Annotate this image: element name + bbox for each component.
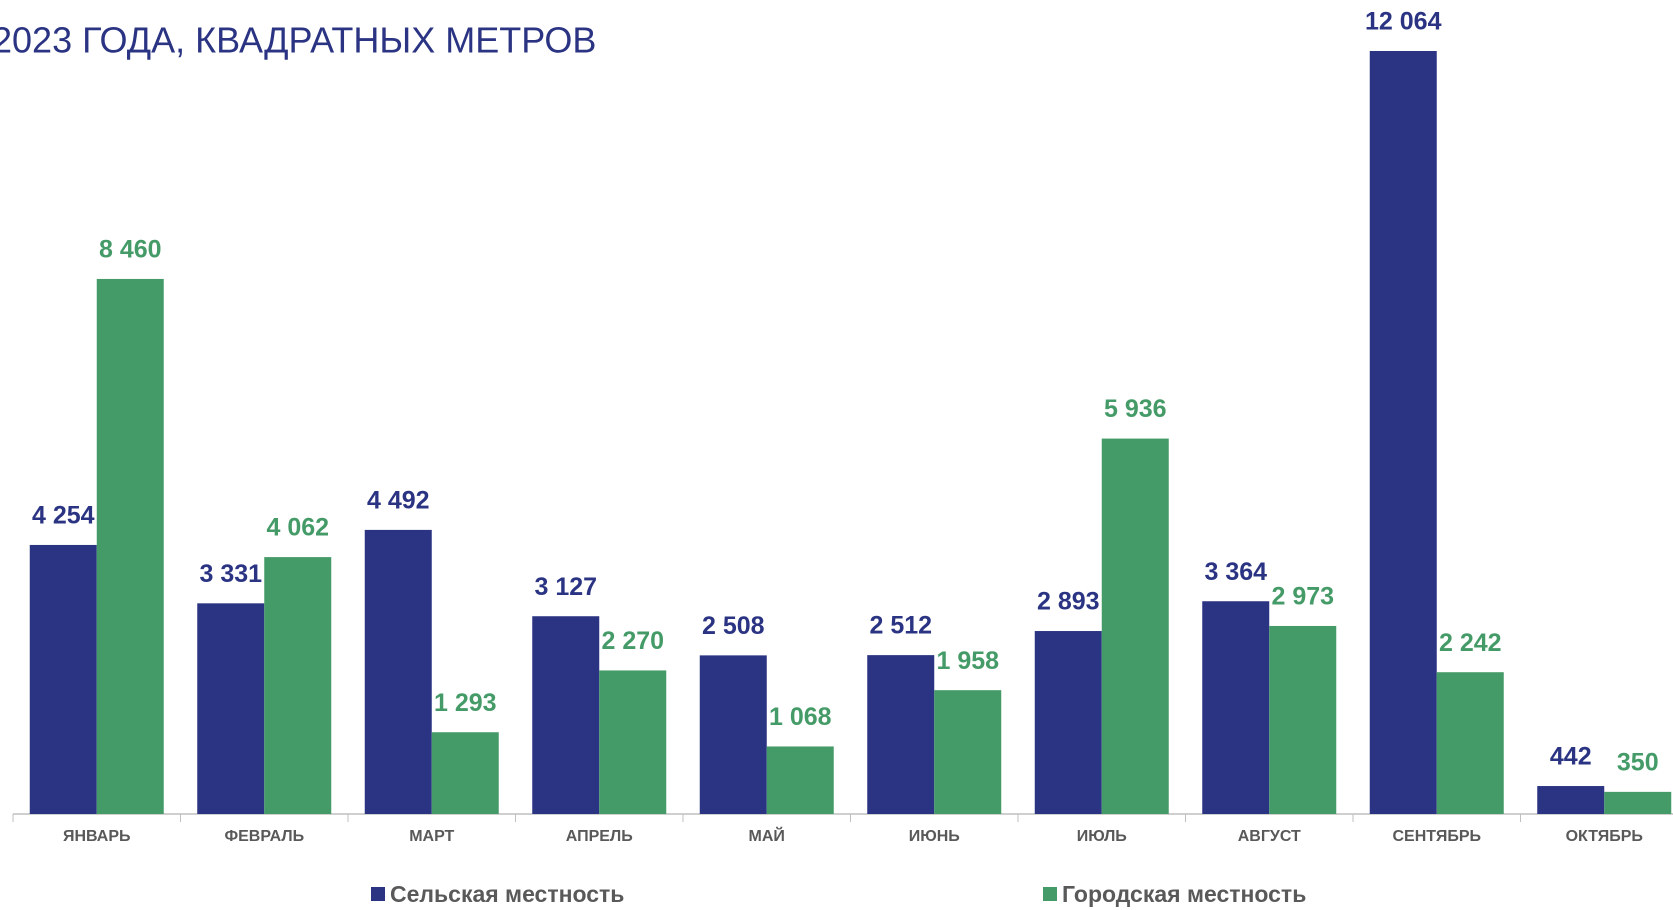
bar [599,670,667,814]
bar [1604,791,1672,814]
value-label: 4 062 [266,514,329,542]
value-label: 8 460 [99,236,162,264]
x-tick-label: АПРЕЛЬ [566,828,633,845]
value-label: 12 064 [1365,8,1442,36]
legend-swatch [371,887,385,901]
bar [766,746,834,814]
bar [1269,625,1337,814]
value-label: 3 127 [534,573,597,601]
bar [1369,51,1437,814]
legend-label: Сельская местность [390,881,624,907]
value-label: 3 331 [199,560,262,588]
value-label: 4 254 [32,502,95,530]
bar [1101,438,1169,814]
x-tick-label: СЕНТЯБРЬ [1392,828,1481,845]
x-tick-label: АВГУСТ [1238,828,1301,845]
bar [934,690,1002,814]
bar [1034,631,1102,814]
legend-label: Городская местность [1062,881,1306,907]
value-label: 3 364 [1204,558,1267,586]
value-label: 2 973 [1271,583,1334,611]
x-tick-label: ЯНВАРЬ [63,828,131,845]
x-tick-label: ОКТЯБРЬ [1566,828,1643,845]
bar [699,655,767,814]
x-tick-label: ИЮНЬ [909,828,960,845]
value-label: 350 [1617,748,1659,776]
bar [197,603,265,814]
bar [532,616,600,814]
bar [264,557,332,814]
value-label: 442 [1550,743,1592,771]
x-tick-label: ИЮЛЬ [1077,828,1127,845]
value-label: 5 936 [1104,395,1167,423]
value-label: 2 512 [869,612,932,640]
x-tick-label: МАЙ [749,826,785,845]
bar [1436,672,1504,814]
chart-title: 2023 ГОДА, КВАДРАТНЫХ МЕТРОВ [0,20,596,61]
bar [1202,601,1270,814]
value-label: 1 068 [769,703,832,731]
value-label: 2 893 [1037,588,1100,616]
bar [364,529,432,814]
bar [29,544,97,814]
bar [1537,786,1605,814]
value-label: 2 242 [1439,629,1502,657]
bar [96,278,164,814]
value-label: 2 508 [702,612,765,640]
value-label: 1 293 [434,689,497,717]
bar [867,655,935,814]
legend-swatch [1043,887,1057,901]
x-tick-label: ФЕВРАЛЬ [224,828,304,845]
value-label: 1 958 [936,647,999,675]
value-label: 4 492 [367,487,430,515]
bar [431,732,499,814]
value-label: 2 270 [601,627,664,655]
x-tick-label: МАРТ [409,828,454,845]
